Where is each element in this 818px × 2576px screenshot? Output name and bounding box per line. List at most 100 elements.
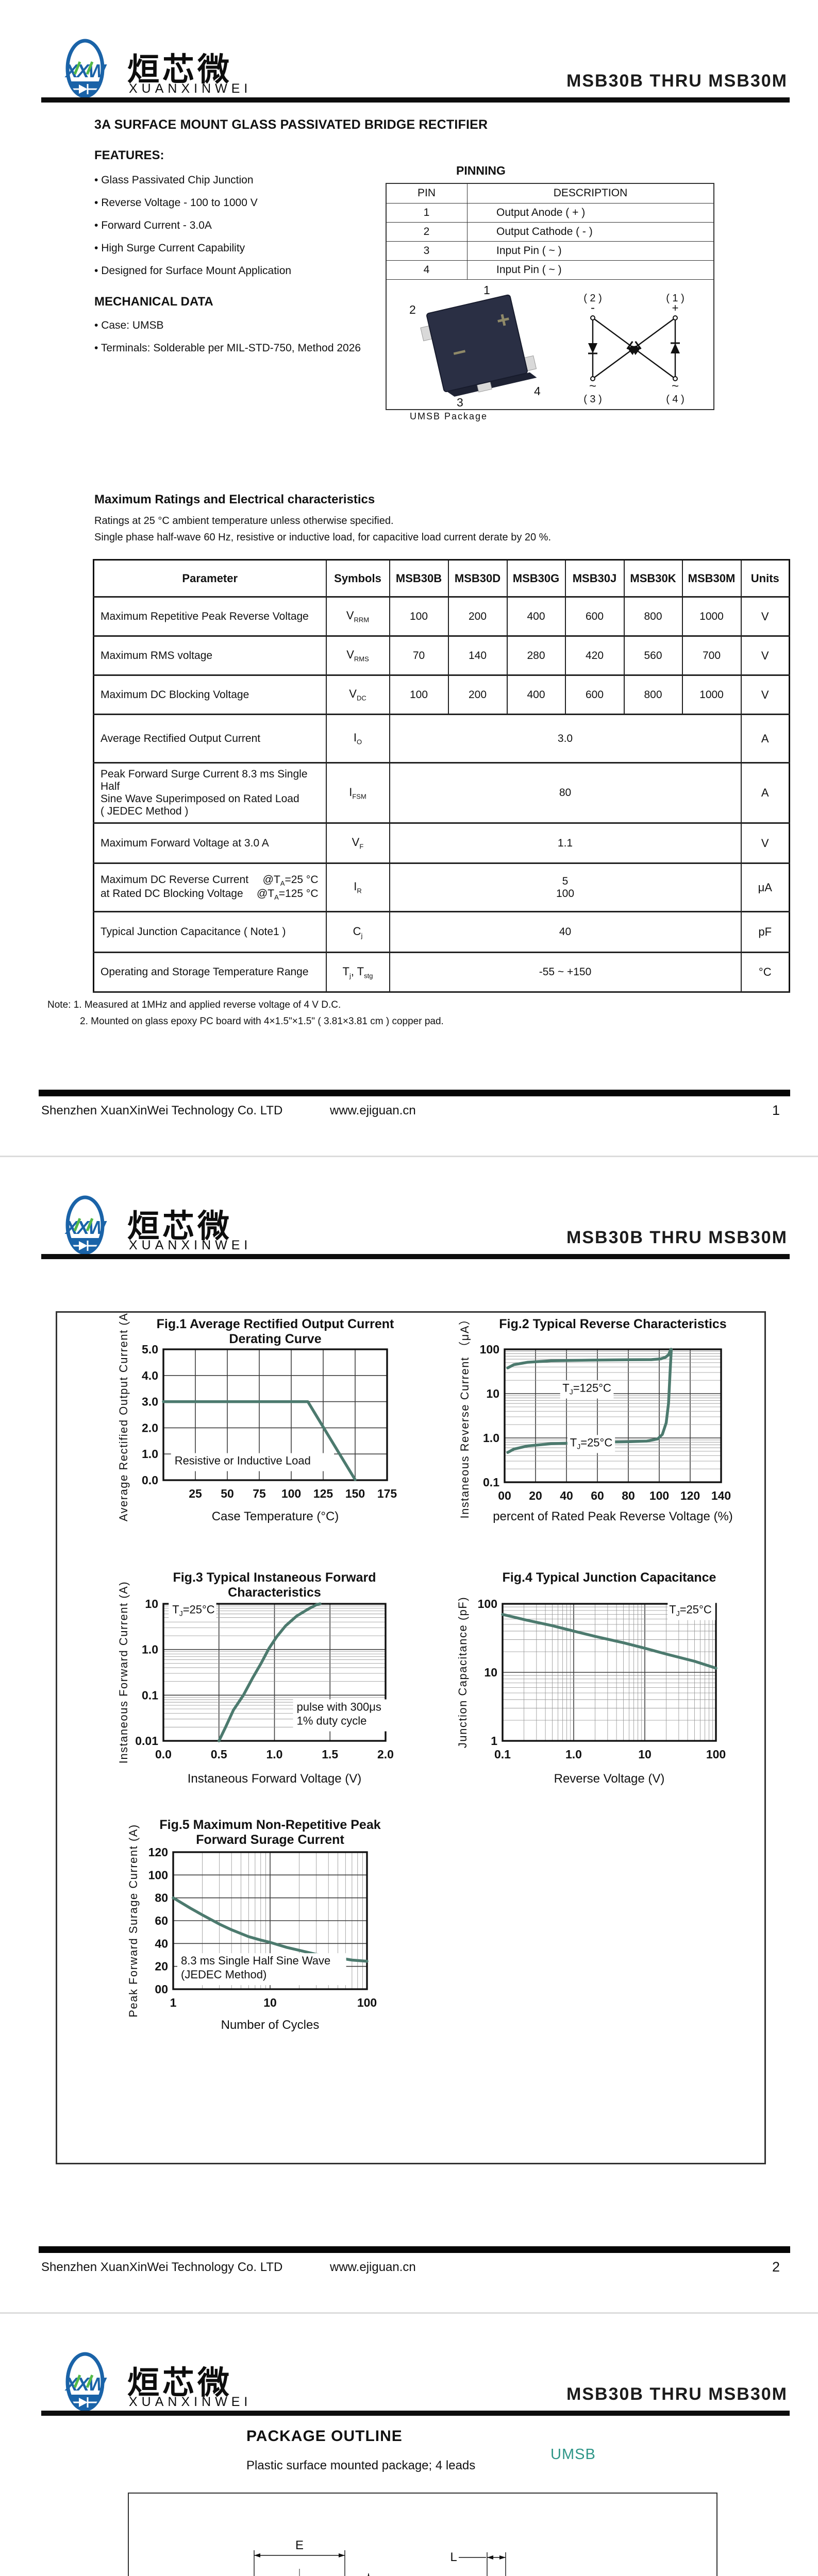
figure-2: 00 20 40 60 80 100 120 140 0.1 1.0 10 100 Fig.2 Typi… xyxy=(443,1313,783,1527)
ratings-subtitle: Single phase half-wave 60 Hz, resistive … xyxy=(94,532,552,543)
chart-title: Fig.3 Typical Instaneous Forward xyxy=(173,1570,376,1585)
brand-name-cn: 烜芯微 xyxy=(127,52,233,88)
ratings-value: 80 xyxy=(389,762,742,824)
footer-website: www.ejiguan.cn xyxy=(330,1104,416,1117)
ratings-value: 1000 xyxy=(681,596,742,637)
x-axis-label: percent of Rated Peak Reverse Voltage (%… xyxy=(493,1510,733,1523)
y-tick-label: 10 xyxy=(145,1597,158,1611)
package-outline-subtitle: Plastic surface mounted package; 4 leads xyxy=(246,2459,476,2472)
ratings-value: 560 xyxy=(623,635,683,676)
feature-item: Reverse Voltage - 100 to 1000 V xyxy=(94,197,258,209)
pinning-cell: Output Cathode ( - ) xyxy=(467,222,714,242)
x-tick-label: 1 xyxy=(170,1996,177,2009)
ratings-col-header: Parameter xyxy=(93,559,327,598)
pinning-cell: Input Pin ( ~ ) xyxy=(467,260,714,280)
ratings-symbol: Cj xyxy=(325,911,390,953)
chart-title: Derating Curve xyxy=(229,1332,321,1346)
x-tick-label: 100 xyxy=(649,1489,669,1502)
pinning-col-header: PIN xyxy=(386,183,468,204)
footer-rule xyxy=(39,2246,790,2253)
part-range-title: MSB30B THRU MSB30M xyxy=(566,2384,788,2404)
y-tick-label: 4.0 xyxy=(142,1369,158,1382)
y-tick-label: 20 xyxy=(155,1960,168,1973)
ratings-symbol: VF xyxy=(325,822,390,864)
ratings-parameter: Average Rectified Output Current xyxy=(93,714,327,764)
ratings-unit: °C xyxy=(740,952,790,993)
mechanical-item: Terminals: Solderable per MIL-STD-750, M… xyxy=(94,342,361,354)
ratings-unit: V xyxy=(740,822,790,864)
ratings-value: 600 xyxy=(564,596,625,637)
ratings-value: 800 xyxy=(623,596,683,637)
footer-company: Shenzhen XuanXinWei Technology Co. LTD xyxy=(41,1104,283,1117)
ratings-symbol: IFSM xyxy=(325,762,390,824)
chart-annotation: 8.3 ms Single Half Sine Wave xyxy=(181,1954,330,1967)
x-tick-label: 1.0 xyxy=(266,1748,283,1761)
photo-pin-label: 3 xyxy=(457,396,463,409)
ratings-parameter: Maximum RMS voltage xyxy=(93,635,327,676)
ratings-value: 800 xyxy=(623,674,683,715)
y-tick-label: 3.0 xyxy=(142,1395,158,1409)
x-tick-label: 10 xyxy=(638,1748,652,1761)
x-tick-label: 1.5 xyxy=(322,1748,338,1761)
x-axis-label: Case Temperature (°C) xyxy=(212,1510,339,1523)
package-name: UMSB xyxy=(550,2446,596,2463)
ratings-parameter: Maximum DC Blocking Voltage xyxy=(93,674,327,715)
ratings-parameter: Maximum DC Reverse Current @TA=25 °C at Ra… xyxy=(93,862,327,912)
ratings-col-header: MSB30B xyxy=(389,559,449,598)
chart-title: Fig.4 Typical Junction Capacitance xyxy=(503,1570,716,1585)
footer-page-number: 1 xyxy=(772,1103,780,1118)
header-rule xyxy=(41,1254,790,1259)
y-tick-label: 0.0 xyxy=(142,1473,158,1487)
ratings-unit: V xyxy=(740,674,790,715)
y-tick-label: 100 xyxy=(148,1868,168,1882)
ratings-value: 280 xyxy=(506,635,566,676)
series-derating xyxy=(162,1400,357,1481)
y-tick-label: 00 xyxy=(155,1982,168,1996)
chart-annotation: TJ​=125°C xyxy=(562,1382,611,1396)
ratings-col-header: MSB30D xyxy=(447,559,508,598)
schematic-label: + xyxy=(672,301,679,314)
chart-annotation: pulse with 300μs xyxy=(297,1700,381,1713)
ratings-col-header: MSB30J xyxy=(564,559,625,598)
ratings-unit: μA xyxy=(740,862,790,912)
ratings-value: 200 xyxy=(447,674,508,715)
ratings-col-header: MSB30G xyxy=(506,559,566,598)
x-axis-label: Number of Cycles xyxy=(221,2018,320,2032)
ratings-value: 200 xyxy=(447,596,508,637)
ratings-row: Average Rectified Output Current IO 3.0 A xyxy=(93,714,790,764)
x-tick-label: 100 xyxy=(281,1487,301,1500)
x-tick-label: 140 xyxy=(711,1489,731,1502)
ratings-symbol: VDC xyxy=(325,674,390,715)
ratings-parameter: Peak Forward Surge Current 8.3 ms Single… xyxy=(93,762,327,824)
series-TJ=25C xyxy=(506,1348,673,1454)
svg-text:XXW: XXW xyxy=(64,2374,107,2395)
ratings-symbol: Tj, Tstg xyxy=(325,952,390,993)
ratings-value: 400 xyxy=(506,674,566,715)
page-title: 3A SURFACE MOUNT GLASS PASSIVATED BRIDGE… xyxy=(94,117,488,132)
brand-logo: XXW 烜芯微 XUANXINWEI xyxy=(49,36,296,113)
schematic-label: ~ xyxy=(672,379,679,393)
ratings-col-header: MSB30M xyxy=(681,559,742,598)
figure-3: 0.0 0.5 1.0 1.5 2.0 0.01 0.1 1.0 10 Fig.3 Typical… xyxy=(72,1566,412,1789)
x-tick-label: 0.1 xyxy=(494,1748,511,1761)
y-tick-label: 1 xyxy=(491,1734,497,1748)
ratings-value: 3.0 xyxy=(389,714,742,764)
schematic-label: ( 1 ) xyxy=(666,293,685,304)
brand-logo: XXW 烜芯微 XUANXINWEI xyxy=(49,2349,296,2427)
pinning-cell: Input Pin ( ~ ) xyxy=(467,241,714,261)
x-tick-label: 20 xyxy=(529,1489,542,1502)
page-2: XXW 烜芯微 XUANXINWEI MSB30B THRU MSB30M Sh… xyxy=(0,1157,818,2313)
ratings-symbol: IR xyxy=(325,862,390,912)
y-axis-label: Peak Forward Surage Current (A) xyxy=(127,1824,140,2017)
chart-annotation: TJ​=25°C xyxy=(669,1603,712,1618)
chart-annotation: 1% duty cycle xyxy=(297,1714,367,1727)
chart-title: Fig.5 Maximum Non-Repetitive Peak xyxy=(159,1818,380,1832)
chart-annotation: TJ​=25°C xyxy=(570,1436,613,1450)
x-tick-label: 1.0 xyxy=(565,1748,582,1761)
ratings-value: 1.1 xyxy=(389,822,742,864)
y-tick-label: 1.0 xyxy=(142,1643,158,1656)
ratings-symbol: VRMS xyxy=(325,635,390,676)
schematic-label: ( 3 ) xyxy=(583,394,602,405)
features-heading: FEATURES: xyxy=(94,148,164,162)
